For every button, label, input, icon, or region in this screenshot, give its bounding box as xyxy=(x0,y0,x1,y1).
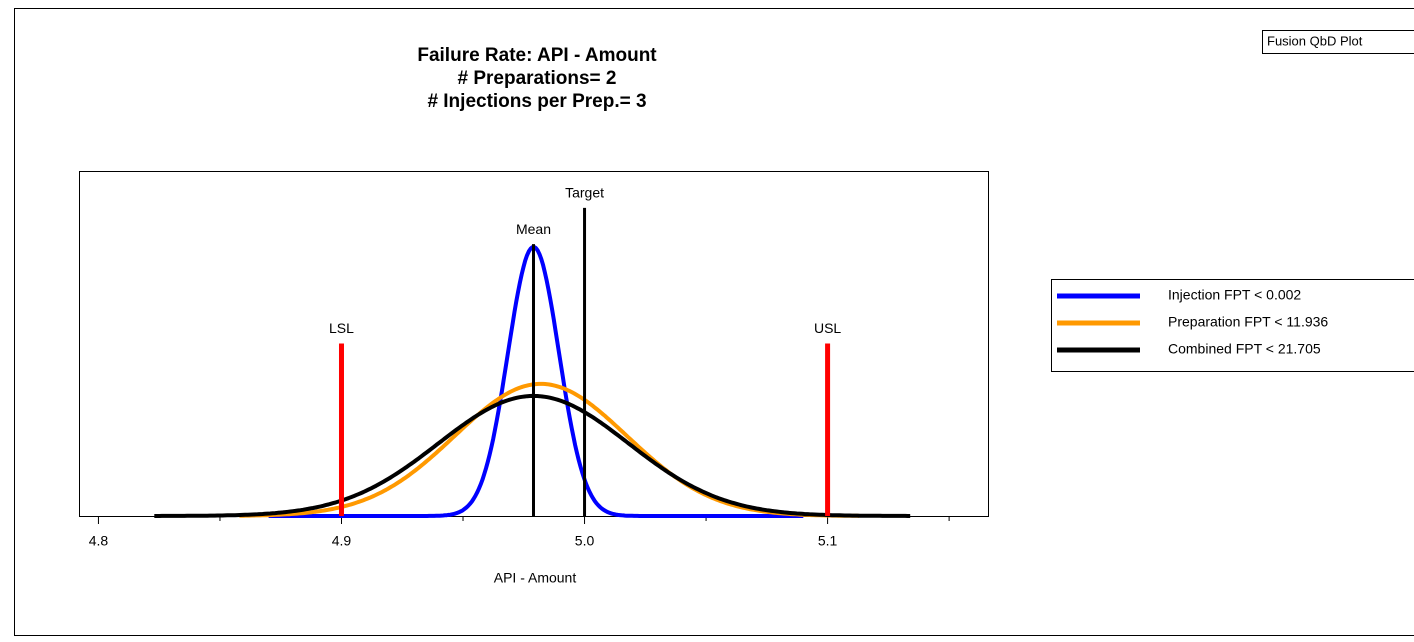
badge-box xyxy=(1262,30,1414,54)
chart-title: # Preparations= 2 xyxy=(458,68,617,89)
x-tick-label: 5.1 xyxy=(818,533,838,549)
reference-label: USL xyxy=(814,320,841,336)
legend-label: Preparation FPT < 11.936 xyxy=(1168,314,1328,330)
x-tick-label: 5.0 xyxy=(575,533,595,549)
x-tick-label: 4.9 xyxy=(332,533,352,549)
x-tick-label: 4.8 xyxy=(89,533,109,549)
badge: Fusion QbD Plot xyxy=(1267,33,1363,48)
legend-label: Combined FPT < 21.705 xyxy=(1168,341,1321,357)
reference-label: Mean xyxy=(516,221,551,237)
frame xyxy=(14,8,1414,636)
chart-title: Failure Rate: API - Amount xyxy=(417,45,657,66)
x-axis-label: API - Amount xyxy=(494,570,577,586)
chart-title: # Injections per Prep.= 3 xyxy=(427,91,646,112)
reference-label: LSL xyxy=(329,320,354,336)
reference-label: Target xyxy=(565,185,604,201)
legend-label: Injection FPT < 0.002 xyxy=(1168,287,1301,303)
density-curve xyxy=(268,245,804,518)
